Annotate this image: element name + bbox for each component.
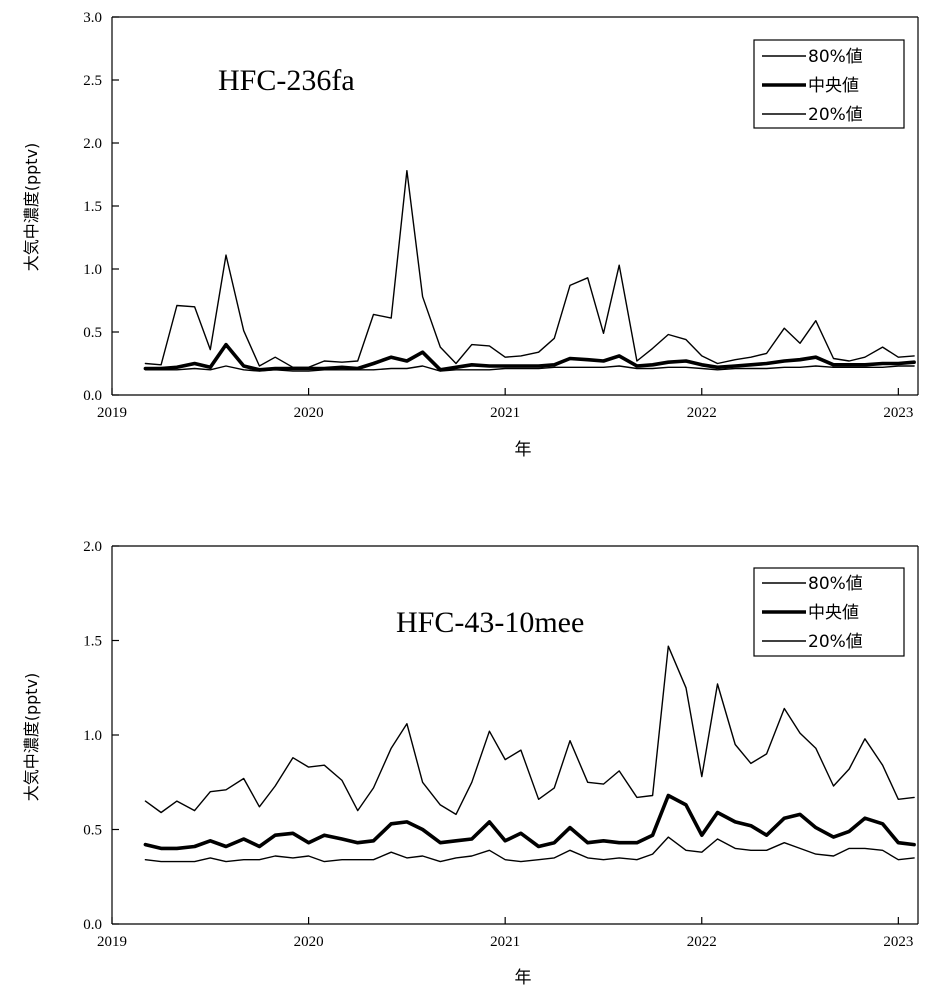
chart-panel-hfc-236fa: HFC-236fa 年 大気中濃度(pptv) 0.0 0.5 1.0 1.5 2.0 2… [22,10,919,460]
x-tick-label: 2021 [490,405,520,421]
y-tick-label: 3.0 [83,10,102,26]
chart-title: HFC-236fa [218,64,355,97]
x-tick-label: 2020 [294,405,324,421]
x-tick-label: 2019 [97,405,127,421]
series-line-80 [144,169,915,368]
y-ticks: 0.0 0.5 1.0 1.5 2.0 [83,539,119,933]
series-group [143,169,916,372]
y-tick-label: 1.5 [83,199,102,215]
x-tick-label: 2022 [687,405,717,421]
x-axis-title: 年 [515,968,532,988]
y-tick-label: 1.5 [83,634,102,650]
legend-label-20: 20%値 [808,632,863,652]
series-group [143,645,916,863]
legend-label-median: 中央値 [808,603,859,623]
x-ticks: 2019 2020 2021 2022 2023 [97,917,913,950]
y-tick-label: 1.0 [83,728,102,744]
y-tick-label: 0.0 [83,917,102,933]
chart-title: HFC-43-10mee [396,606,584,639]
x-tick-label: 2023 [883,934,913,950]
legend-label-20: 20%値 [808,105,863,125]
y-tick-label: 0.0 [83,388,102,404]
y-tick-label: 2.0 [83,539,102,555]
legend: 80%値 中央値 20%値 [753,39,905,129]
y-tick-label: 2.0 [83,136,102,152]
y-tick-label: 0.5 [83,823,102,839]
x-tick-label: 2019 [97,934,127,950]
y-axis-title: 大気中濃度(pptv) [22,143,41,272]
axes [111,545,919,925]
x-tick-label: 2020 [294,934,324,950]
y-ticks: 0.0 0.5 1.0 1.5 2.0 2.5 3.0 [83,10,119,404]
x-ticks: 2019 2020 2021 2022 2023 [97,388,913,421]
legend-label-80: 80%値 [808,574,863,594]
x-axis-title: 年 [515,440,532,460]
series-line-median [143,793,916,851]
chart-panel-hfc-43-10mee: HFC-43-10mee 年 大気中濃度(pptv) 0.0 0.5 1.0 1.5 2… [22,539,919,988]
y-tick-label: 2.5 [83,73,102,89]
y-axis-title: 大気中濃度(pptv) [22,673,41,802]
series-line-20 [144,836,915,863]
legend-label-80: 80%値 [808,47,863,67]
x-tick-label: 2021 [490,934,520,950]
y-tick-label: 1.0 [83,262,102,278]
series-line-median [143,342,916,372]
series-line-80 [144,645,915,816]
legend-label-median: 中央値 [808,76,859,96]
x-tick-label: 2022 [687,934,717,950]
y-tick-label: 0.5 [83,325,102,341]
x-tick-label: 2023 [883,405,913,421]
legend: 80%値 中央値 20%値 [753,567,905,657]
